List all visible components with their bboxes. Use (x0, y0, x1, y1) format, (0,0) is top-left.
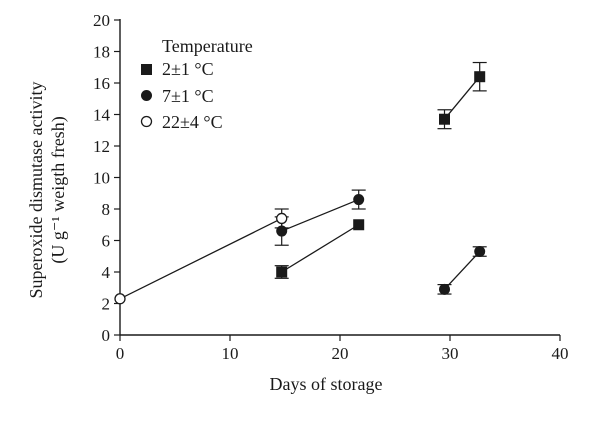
series-line-1 (281, 198, 359, 232)
y-tick-label: 18 (93, 43, 110, 62)
data-point-square (474, 71, 486, 83)
y-tick-label: 6 (102, 232, 111, 251)
legend-label-2c: 2±1 °C (162, 59, 214, 79)
series-line-0 (281, 224, 360, 273)
legend-open-circle-marker (140, 115, 153, 128)
x-tick-label: 20 (332, 344, 349, 363)
series-line-0 (443, 76, 481, 120)
y-tick-label: 4 (102, 263, 111, 282)
y-axis-label-line2: (U g⁻¹ weigth fresh) (48, 116, 69, 263)
y-tick-label: 2 (102, 295, 111, 314)
data-point-open-circle (114, 293, 126, 305)
y-axis-label-line1: Superoxide dismutase activity (26, 82, 46, 299)
x-tick-label: 0 (116, 344, 125, 363)
y-tick-label: 8 (102, 200, 111, 219)
x-axis-label: Days of storage (270, 374, 383, 394)
y-tick-label: 20 (93, 11, 110, 30)
legend: Temperature 2±1 °C 7±1 °C 22±4 °C (140, 36, 253, 132)
legend-filled-circle-marker (141, 90, 152, 101)
series-lines (119, 76, 481, 300)
plot-axes: 0 2 4 6 8 10 12 14 16 18 20 0 10 20 30 40 (93, 11, 569, 363)
x-tick-label: 10 (222, 344, 239, 363)
data-point-square (439, 113, 450, 125)
data-point-filled-circle (474, 246, 486, 258)
data-point-square (276, 266, 288, 278)
data-point-filled-circle (353, 194, 365, 206)
x-tick-label: 30 (442, 344, 459, 363)
y-tick-label: 10 (93, 169, 110, 188)
y-tick-label: 16 (93, 74, 110, 93)
error-bars (274, 61, 487, 295)
x-tick-label: 40 (552, 344, 569, 363)
y-tick-label: 12 (93, 137, 110, 156)
series-line-1 (444, 251, 481, 290)
data-points (114, 71, 486, 305)
legend-label-7c: 7±1 °C (162, 86, 214, 106)
y-tick-label: 0 (102, 326, 111, 345)
data-point-open-circle (276, 212, 288, 225)
legend-label-22c: 22±4 °C (162, 112, 223, 132)
y-tick-label: 14 (93, 106, 111, 125)
data-point-filled-circle (439, 283, 450, 295)
legend-square-marker (141, 64, 152, 75)
data-point-filled-circle (276, 225, 288, 237)
legend-title: Temperature (162, 36, 253, 56)
data-point-square (353, 219, 365, 231)
series-line-2 (119, 217, 282, 300)
